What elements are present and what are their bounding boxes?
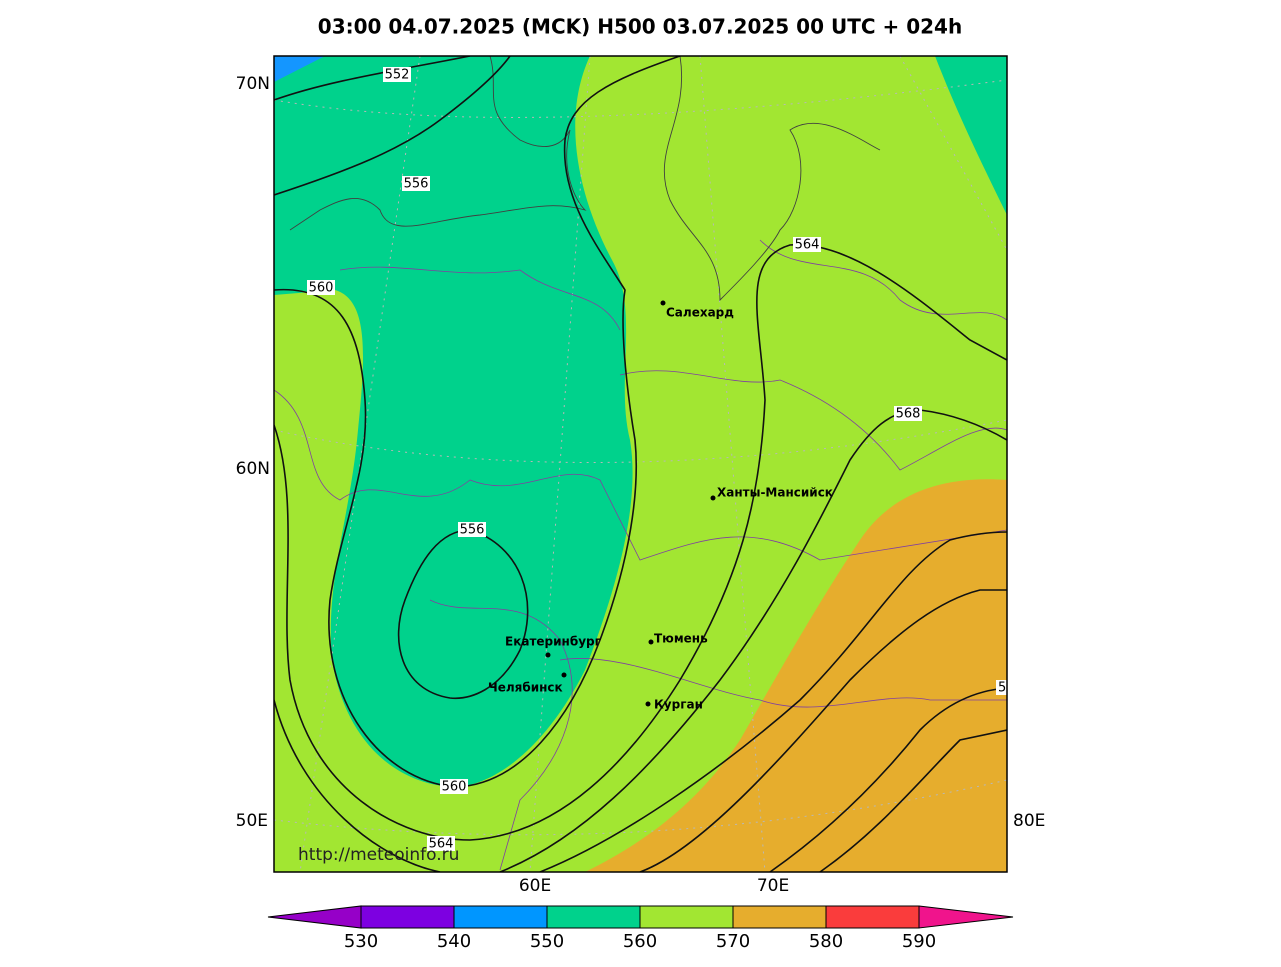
coastline xyxy=(289,56,881,302)
contour-label: 5 xyxy=(998,681,1006,696)
lat-label: 70N xyxy=(236,74,270,94)
contours xyxy=(274,56,1007,872)
borders xyxy=(274,239,1007,871)
contour-label: 564 xyxy=(795,238,820,253)
colorbar-label: 590 xyxy=(902,931,936,952)
colorbar-label: 550 xyxy=(530,931,564,952)
contour-label: 564 xyxy=(429,837,454,852)
map-area: Салехард Ханты-Мансийск Екатеринбург Тюм… xyxy=(274,56,1007,872)
field-550-560 xyxy=(274,56,633,787)
contour-label: 560 xyxy=(309,281,334,296)
lon-label: 60E xyxy=(519,876,551,896)
lat-label: 60N xyxy=(236,459,270,479)
colorbar xyxy=(267,905,1014,929)
contour-label: 568 xyxy=(896,407,921,422)
lon-label: 80E xyxy=(1013,811,1045,831)
cities xyxy=(545,300,716,707)
map-frame xyxy=(273,55,1008,873)
colorbar-label: 540 xyxy=(437,931,471,952)
contour-label: 556 xyxy=(404,177,429,192)
city-label: Салехард xyxy=(666,306,734,320)
contour-label: 560 xyxy=(442,780,467,795)
contour-labels xyxy=(307,67,1007,851)
grid xyxy=(274,56,1007,872)
city-label: Тюмень xyxy=(654,632,708,646)
watermark: http://meteoinfo.ru xyxy=(298,845,459,865)
contour-label: 556 xyxy=(460,523,485,538)
colorbar-label: 570 xyxy=(716,931,750,952)
colorbar-label: 580 xyxy=(809,931,843,952)
field-550-560 xyxy=(935,56,1007,215)
field-570-580 xyxy=(585,479,1007,872)
city-label: Ханты-Мансийск xyxy=(717,486,833,500)
colorbar-label: 560 xyxy=(623,931,657,952)
city-label: Екатеринбург xyxy=(505,635,601,649)
colorbar-label: 530 xyxy=(344,931,378,952)
field-540-550 xyxy=(274,56,325,82)
city-label: Челябинск xyxy=(488,681,563,695)
lon-label: 50E xyxy=(236,811,268,831)
title: 03:00 04.07.2025 (MCK) H500 03.07.2025 0… xyxy=(318,15,962,39)
contour-label: 552 xyxy=(385,68,410,83)
lon-label: 70E xyxy=(757,876,789,896)
city-label: Курган xyxy=(654,698,703,712)
